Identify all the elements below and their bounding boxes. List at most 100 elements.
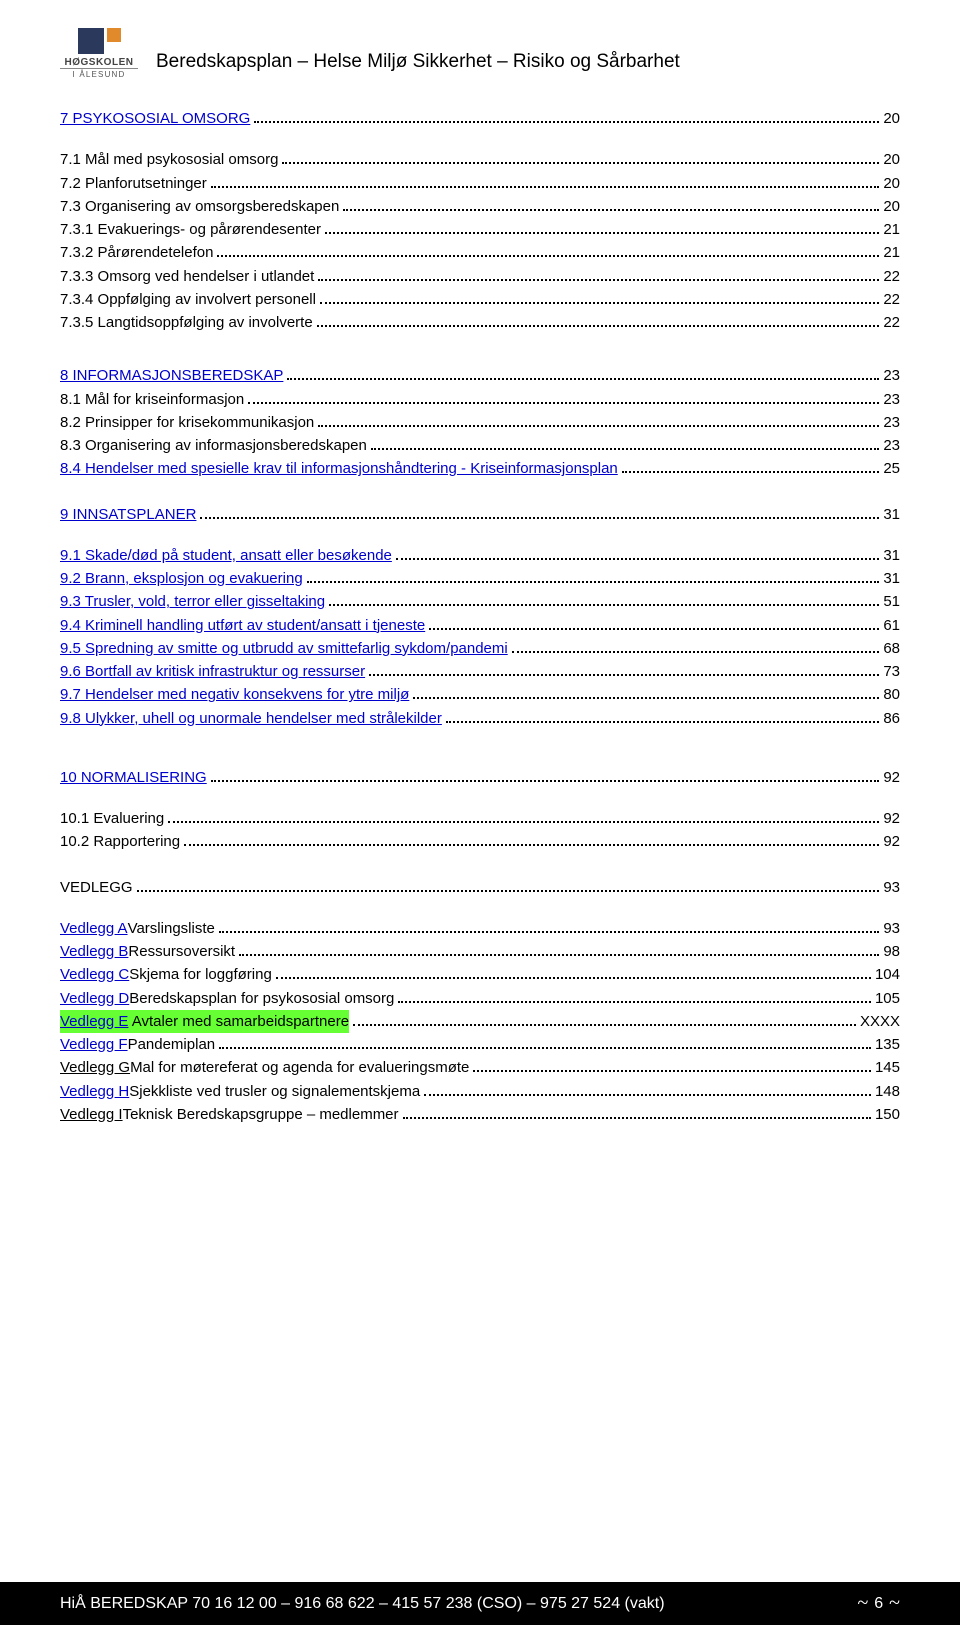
toc-page-number: 93 — [883, 876, 900, 899]
toc-leader-dots — [217, 255, 879, 257]
toc-suffix-text: Mal for møtereferat og agenda for evalue… — [130, 1056, 469, 1079]
toc-leader-dots — [318, 279, 879, 281]
toc-page-number: 22 — [883, 311, 900, 334]
toc-leader-dots — [512, 651, 880, 653]
toc-entry[interactable]: Vedlegg D Beredskapsplan for psykososial… — [60, 987, 900, 1010]
toc-entry[interactable]: 9.1 Skade/død på student, ansatt eller b… — [60, 544, 900, 567]
toc-entry[interactable]: 8.4 Hendelser med spesielle krav til inf… — [60, 457, 900, 480]
toc-label[interactable]: 9.7 Hendelser med negativ konsekvens for… — [60, 683, 409, 706]
toc-label[interactable]: 9.2 Brann, eksplosjon og evakuering — [60, 567, 303, 590]
toc-page-number: 20 — [883, 195, 900, 218]
table-of-contents: 7 PSYKOSOSIAL OMSORG207.1 Mål med psykos… — [60, 107, 900, 1126]
toc-page-number: 22 — [883, 265, 900, 288]
toc-entry[interactable]: Vedlegg E Avtaler med samarbeidspartnere… — [60, 1010, 900, 1033]
toc-entry[interactable]: 9.2 Brann, eksplosjon og evakuering31 — [60, 567, 900, 590]
toc-entry[interactable]: Vedlegg F Pandemiplan135 — [60, 1033, 900, 1056]
toc-page-number: 104 — [875, 963, 900, 986]
toc-page-number: 92 — [883, 766, 900, 789]
toc-prefix-link[interactable]: Vedlegg C — [60, 963, 129, 986]
toc-prefix-link[interactable]: Vedlegg H — [60, 1080, 129, 1103]
toc-entry: 10.1 Evaluering 92 — [60, 807, 900, 830]
toc-entry: 7.3 Organisering av omsorgsberedskapen20 — [60, 195, 900, 218]
toc-page-number: 31 — [883, 503, 900, 526]
toc-entry[interactable]: Vedlegg A Varslingsliste 93 — [60, 917, 900, 940]
toc-leader-dots — [318, 425, 879, 427]
toc-label[interactable]: 9.3 Trusler, vold, terror eller gisselta… — [60, 590, 325, 613]
toc-entry[interactable]: 9 INNSATSPLANER 31 — [60, 503, 900, 526]
toc-label[interactable]: 9.4 Kriminell handling utført av student… — [60, 614, 425, 637]
toc-label: 7.1 Mål med psykososial omsorg — [60, 148, 278, 171]
toc-entry[interactable]: Vedlegg I Teknisk Beredskapsgruppe – med… — [60, 1103, 900, 1126]
toc-entry[interactable]: 9.6 Bortfall av kritisk infrastruktur og… — [60, 660, 900, 683]
toc-leader-dots — [184, 844, 879, 846]
toc-suffix-text: Beredskapsplan for psykososial omsorg — [129, 987, 394, 1010]
toc-leader-dots — [353, 1024, 856, 1026]
toc-prefix-link[interactable]: Vedlegg G — [60, 1056, 130, 1079]
toc-prefix-link[interactable]: Vedlegg E — [60, 1013, 128, 1030]
toc-label[interactable]: 9.5 Spredning av smitte og utbrudd av sm… — [60, 637, 508, 660]
logo-mark — [78, 20, 121, 54]
toc-leader-dots — [371, 448, 879, 450]
toc-entry[interactable]: 7 PSYKOSOSIAL OMSORG20 — [60, 107, 900, 130]
logo-text-line1: HØGSKOLEN — [65, 57, 134, 68]
toc-prefix-link[interactable]: Vedlegg A — [60, 917, 128, 940]
page-header: HØGSKOLEN I ÅLESUND Beredskapsplan – Hel… — [60, 20, 900, 79]
toc-entry[interactable]: Vedlegg C Skjema for loggføring 104 — [60, 963, 900, 986]
toc-label[interactable]: 8.4 Hendelser med spesielle krav til inf… — [60, 457, 618, 480]
toc-label: 7.3.5 Langtidsoppfølging av involverte — [60, 311, 313, 334]
toc-label[interactable]: 8 INFORMASJONSBEREDSKAP — [60, 364, 283, 387]
tilde-icon: ~ — [857, 1592, 868, 1615]
toc-entry: 7.3.4 Oppfølging av involvert personell2… — [60, 288, 900, 311]
toc-label: 10.1 Evaluering — [60, 807, 164, 830]
toc-label[interactable]: 10 NORMALISERING — [60, 766, 207, 789]
toc-suffix-text: Skjema for loggføring — [129, 963, 272, 986]
toc-suffix-text: Varslingsliste — [128, 917, 215, 940]
toc-entry[interactable]: 8 INFORMASJONSBEREDSKAP 23 — [60, 364, 900, 387]
toc-page-number: 80 — [883, 683, 900, 706]
toc-entry[interactable]: 9.3 Trusler, vold, terror eller gisselta… — [60, 590, 900, 613]
toc-label[interactable]: 9.6 Bortfall av kritisk infrastruktur og… — [60, 660, 365, 683]
toc-label[interactable]: 7 PSYKOSOSIAL OMSORG — [60, 107, 250, 130]
toc-label: 7.3.2 Pårørendetelefon — [60, 241, 213, 264]
toc-label: 7.2 Planforutsetninger — [60, 172, 207, 195]
toc-page-number: 21 — [883, 241, 900, 264]
toc-page-number: 92 — [883, 807, 900, 830]
toc-page-number: 61 — [883, 614, 900, 637]
toc-label[interactable]: 9 INNSATSPLANER — [60, 503, 196, 526]
toc-leader-dots — [398, 1001, 871, 1003]
toc-page-number: 23 — [883, 434, 900, 457]
toc-entry[interactable]: 10 NORMALISERING 92 — [60, 766, 900, 789]
toc-suffix-text: Pandemiplan — [128, 1033, 216, 1056]
toc-entry[interactable]: Vedlegg H Sjekkliste ved trusler og sign… — [60, 1080, 900, 1103]
toc-leader-dots — [473, 1070, 871, 1072]
institution-logo: HØGSKOLEN I ÅLESUND — [60, 20, 138, 79]
toc-prefix-link[interactable]: Vedlegg B — [60, 940, 128, 963]
toc-leader-dots — [424, 1094, 871, 1096]
toc-section: 10 NORMALISERING9210.1 Evaluering9210.2 … — [60, 766, 900, 854]
toc-leader-dots — [219, 931, 879, 933]
toc-leader-dots — [429, 628, 879, 630]
toc-entry[interactable]: 9.7 Hendelser med negativ konsekvens for… — [60, 683, 900, 706]
toc-label[interactable]: 9.8 Ulykker, uhell og unormale hendelser… — [60, 707, 442, 730]
toc-entry[interactable]: 9.8 Ulykker, uhell og unormale hendelser… — [60, 707, 900, 730]
toc-label: 8.1 Mål for kriseinformasjon — [60, 388, 244, 411]
toc-prefix-link[interactable]: Vedlegg I — [60, 1103, 123, 1126]
toc-prefix-link[interactable]: Vedlegg D — [60, 987, 129, 1010]
page-footer: HiÅ BEREDSKAP 70 16 12 00 – 916 68 622 –… — [0, 1582, 960, 1625]
toc-leader-dots — [168, 821, 879, 823]
toc-leader-dots — [254, 121, 879, 123]
toc-entry[interactable]: Vedlegg G Mal for møtereferat og agenda … — [60, 1056, 900, 1079]
toc-label[interactable]: 9.1 Skade/død på student, ansatt eller b… — [60, 544, 392, 567]
toc-page-number: 93 — [883, 917, 900, 940]
toc-entry: 7.3.1 Evakuerings- og pårørendesenter21 — [60, 218, 900, 241]
toc-page-number: 23 — [883, 411, 900, 434]
toc-entry[interactable]: 9.5 Spredning av smitte og utbrudd av sm… — [60, 637, 900, 660]
toc-page-number: 23 — [883, 364, 900, 387]
tilde-icon: ~ — [889, 1592, 900, 1615]
toc-entry[interactable]: 9.4 Kriminell handling utført av student… — [60, 614, 900, 637]
toc-leader-dots — [403, 1117, 871, 1119]
toc-leader-dots — [325, 232, 879, 234]
toc-leader-dots — [248, 402, 879, 404]
toc-entry[interactable]: Vedlegg B Ressursoversikt98 — [60, 940, 900, 963]
toc-prefix-link[interactable]: Vedlegg F — [60, 1033, 128, 1056]
